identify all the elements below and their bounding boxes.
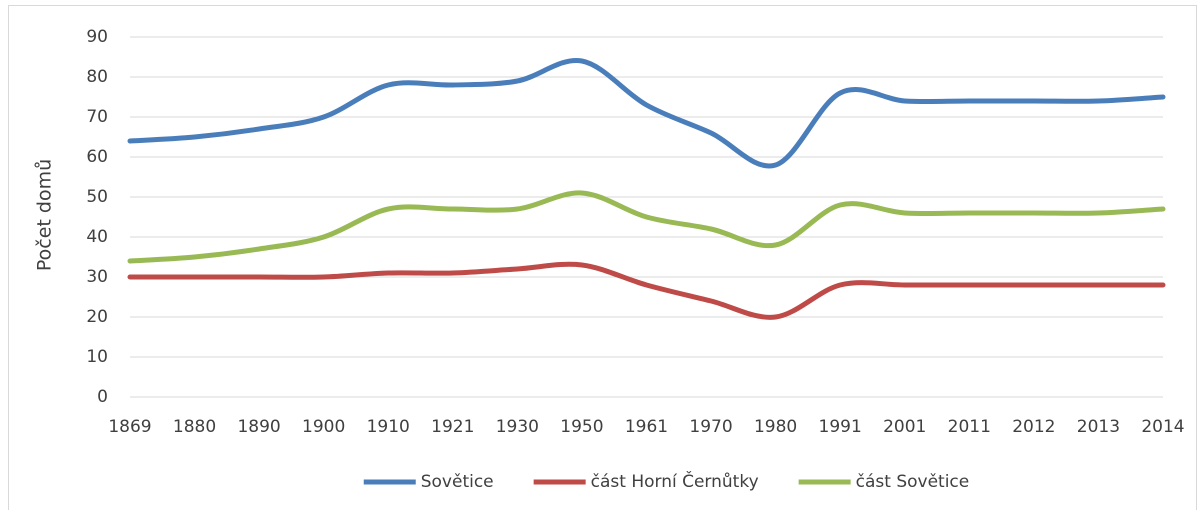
- legend-label: Sovětice: [421, 472, 494, 492]
- x-tick-label: 2012: [1012, 417, 1055, 437]
- y-tick-label: 10: [86, 347, 108, 367]
- series-line: [127, 190, 1166, 264]
- series-line: [127, 58, 1166, 169]
- y-tick-label: 20: [86, 307, 108, 327]
- x-tick-label: 1970: [689, 417, 732, 437]
- x-tick-label: 1950: [560, 417, 603, 437]
- x-tick-label: 2014: [1141, 417, 1184, 437]
- x-tick-label: 1921: [431, 417, 474, 437]
- x-tick-label: 1980: [754, 417, 797, 437]
- y-tick-label: 40: [86, 227, 108, 247]
- x-tick-label: 2013: [1077, 417, 1120, 437]
- x-tick-label: 1880: [173, 417, 216, 437]
- x-tick-label: 1910: [367, 417, 410, 437]
- x-tick-label: 1961: [625, 417, 668, 437]
- y-axis-title: Počet domů: [34, 159, 56, 271]
- series-line: [127, 261, 1166, 320]
- y-tick-label: 30: [86, 267, 108, 287]
- legend-label: část Sovětice: [856, 472, 970, 492]
- y-tick-label: 70: [86, 107, 108, 127]
- y-tick-label: 60: [86, 147, 108, 167]
- x-tick-label: 2001: [883, 417, 926, 437]
- y-tick-label: 90: [86, 27, 108, 47]
- x-tick-label: 2011: [948, 417, 991, 437]
- legend-label: část Horní Černůtky: [591, 470, 759, 492]
- y-tick-label: 50: [86, 187, 108, 207]
- y-tick-label: 0: [97, 387, 108, 407]
- x-tick-label: 1869: [108, 417, 151, 437]
- x-tick-label: 1991: [819, 417, 862, 437]
- x-tick-label: 1890: [237, 417, 280, 437]
- x-tick-label: 1900: [302, 417, 345, 437]
- y-tick-label: 80: [86, 67, 108, 87]
- chart-frame: [8, 5, 1197, 510]
- x-tick-label: 1930: [496, 417, 539, 437]
